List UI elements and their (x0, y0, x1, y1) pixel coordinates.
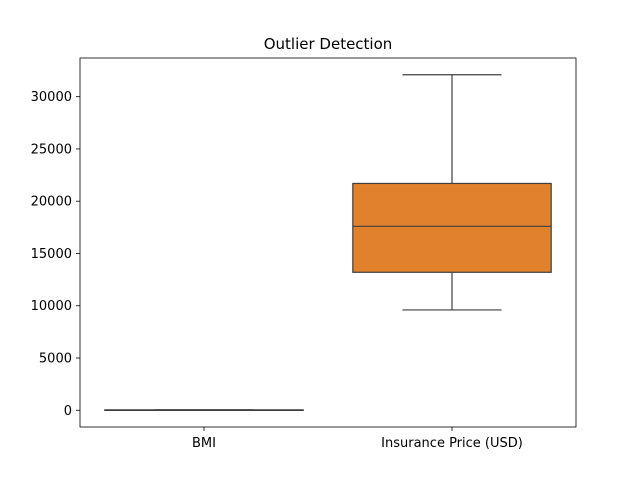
box-1 (104, 409, 304, 412)
x-tick-label: BMI (192, 436, 216, 451)
y-axis: 0 5000 10000 15000 20000 25000 30000 (31, 90, 80, 419)
y-tick-label: 5000 (39, 352, 72, 367)
x-tick-label: Insurance Price (USD) (381, 436, 523, 451)
box-2 (352, 74, 552, 311)
y-tick-label: 25000 (31, 142, 72, 157)
box-series (104, 74, 552, 412)
y-tick-label: 0 (64, 404, 72, 419)
plot-area-frame (79, 57, 577, 428)
x-axis: BMI Insurance Price (USD) (192, 427, 523, 451)
box-body (352, 182, 552, 273)
y-tick-label: 10000 (31, 299, 72, 314)
y-tick-label: 15000 (31, 247, 72, 262)
y-tick-label: 30000 (31, 90, 72, 105)
chart-title: Outlier Detection (264, 35, 393, 53)
y-tick-label: 20000 (31, 195, 72, 210)
